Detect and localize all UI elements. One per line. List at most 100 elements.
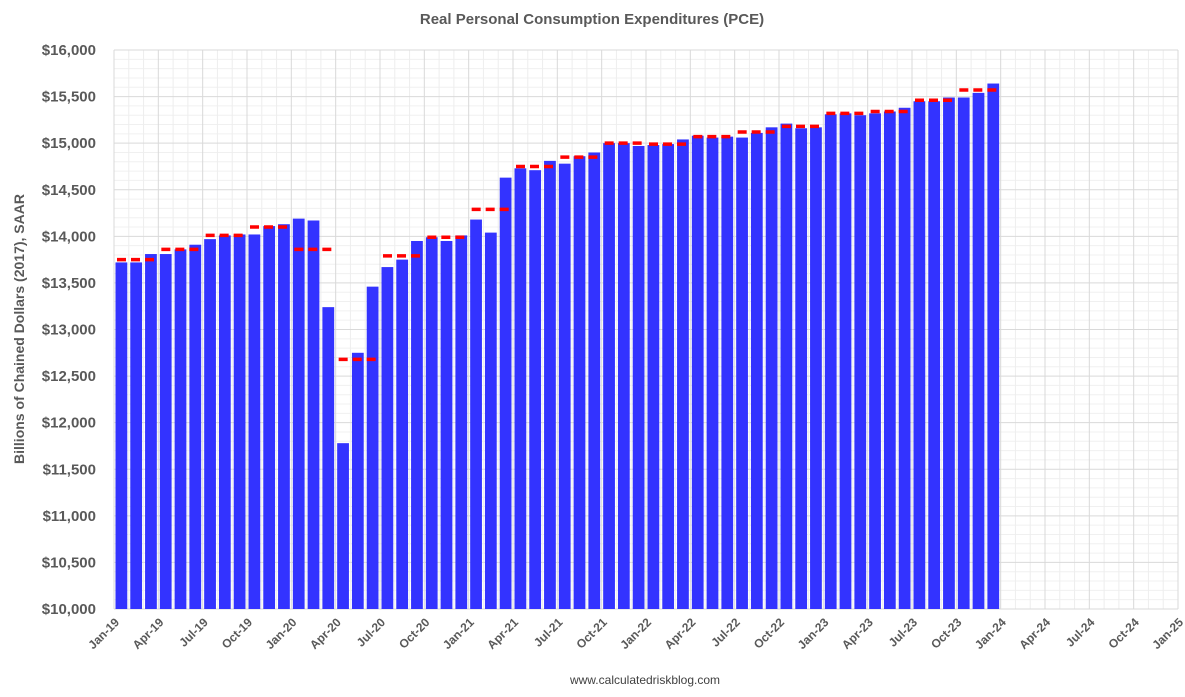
bar [440,240,453,609]
y-axis-label: Billions of Chained Dollars (2017), SAAR [11,194,27,464]
bar [691,135,704,610]
bar [750,132,763,609]
bar [145,254,157,609]
x-tick-label: Oct-19 [219,615,256,652]
y-tick-label: $13,000 [42,322,96,339]
bar [218,235,231,609]
y-tick-label: $15,500 [42,89,96,106]
bar [278,224,290,609]
bar [159,254,172,609]
y-tick-label: $14,000 [42,228,96,245]
gridlines [113,49,1179,610]
bar [972,92,985,609]
x-tick-label: Jan-25 [1149,615,1185,652]
y-tick-label: $13,500 [42,275,96,292]
bar [248,234,261,609]
x-tick-label: Apr-22 [662,615,699,652]
bar [425,237,438,609]
bar [573,156,586,609]
bar [470,219,482,609]
x-tick-label: Jan-23 [795,615,832,652]
bar [529,170,542,609]
bar [883,111,896,610]
x-tick-label: Jan-20 [263,615,300,652]
bar [603,143,615,609]
x-tick-label: Oct-23 [928,615,965,652]
bar [514,168,527,610]
bar [721,136,734,609]
bar [869,113,881,609]
bar [765,127,778,609]
bar [204,239,216,609]
bar [617,143,630,609]
bar [928,101,941,609]
y-tick-label: $11,000 [43,508,96,525]
x-tick-label: Jul-23 [886,615,921,650]
x-tick-label: Oct-20 [396,615,433,652]
x-tick-label: Apr-19 [130,615,167,652]
x-tick-label: Jan-21 [440,615,477,652]
x-tick-label: Jul-24 [1063,615,1098,650]
bar [677,139,689,609]
bar [632,145,645,609]
bar [662,144,675,609]
bar [381,267,394,609]
y-tick-label: $15,000 [42,135,96,152]
bar [307,220,320,609]
bar [957,97,970,609]
x-tick-label: Jan-24 [972,615,1009,652]
bar [795,128,808,609]
bar [839,113,852,609]
bar [484,232,497,609]
y-tick-labels: $10,000 $10,500 $11,000 $11,500 $12,000 $12,5… [42,42,96,618]
bar [588,152,601,609]
bar [411,240,423,609]
bar [115,262,128,609]
bar [647,145,660,609]
bar [263,226,276,609]
bar [351,352,364,609]
bar [943,97,955,609]
bar [189,244,202,610]
bar [455,235,468,609]
bar [292,218,305,610]
y-tick-label: $14,500 [42,182,96,199]
bar [558,163,571,609]
bar [337,443,349,609]
x-tick-label: Jul-19 [176,615,211,650]
x-tick-label: Jan-22 [617,615,654,652]
x-tick-label: Jul-22 [708,615,743,650]
y-tick-label: $12,500 [42,368,96,385]
monthly-bars [115,83,1000,610]
bar [130,262,143,609]
bar [987,83,1000,610]
chart-title: Real Personal Consumption Expenditures (… [420,11,764,28]
bar [913,101,926,609]
bar [706,137,719,609]
bar [499,177,512,609]
x-tick-label: Oct-21 [573,615,610,652]
x-tick-labels: Jan-19 Apr-19 Jul-19 Oct-19 Jan-20 Apr-20 Jul-… [85,615,1185,652]
y-tick-label: $11,500 [43,461,96,478]
bar [233,234,246,609]
bar [898,107,911,609]
x-tick-label: Oct-22 [751,615,788,652]
x-tick-label: Apr-20 [307,615,344,652]
y-tick-label: $10,500 [42,554,96,571]
x-tick-label: Jul-21 [531,615,566,650]
bar [366,286,379,609]
x-tick-label: Jan-19 [85,615,122,652]
bar [322,307,335,609]
quarterly-average-lines [117,88,998,362]
y-tick-label: $16,000 [42,42,96,59]
x-tick-label: Apr-24 [1016,615,1053,652]
x-tick-label: Apr-23 [839,615,876,652]
bar [396,259,409,609]
x-tick-label: Jul-20 [354,615,389,650]
bar [854,115,867,609]
x-tick-label: Oct-24 [1105,615,1142,652]
y-tick-label: $12,000 [42,415,96,432]
bar [736,137,748,609]
bar [544,160,556,609]
